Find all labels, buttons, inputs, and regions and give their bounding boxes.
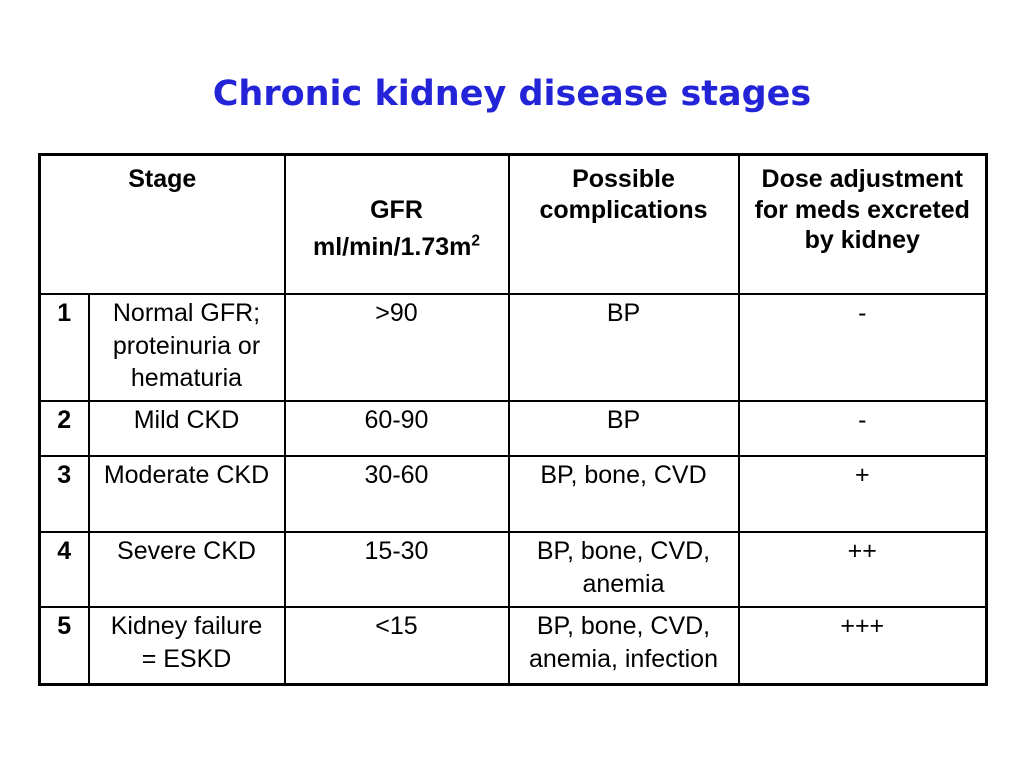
header-stage: Stage: [38, 153, 286, 295]
stage-description: Moderate CKD: [87, 455, 286, 533]
header-dose-adjustment: Dose adjustment for meds excreted by kid…: [737, 153, 988, 295]
header-gfr-line1: GFR: [370, 195, 423, 224]
stage-number: 2: [38, 400, 90, 457]
gfr-value: <15: [283, 606, 510, 685]
header-gfr-line2: ml/min/1.73m2: [312, 232, 481, 261]
slide-title: Chronic kidney disease stages: [212, 74, 812, 114]
stage-number: 3: [38, 455, 90, 533]
complications-value: BP: [507, 293, 740, 402]
table-row-stage-3: 3 Moderate CKD 30-60 BP, bone, CVD +: [38, 455, 988, 533]
table-row-stage-4: 4 Severe CKD 15-30 BP, bone, CVD, anemia…: [38, 531, 988, 608]
stage-number: 4: [38, 531, 90, 608]
table-header-row: Stage GFR ml/min/1.73m2 Possible complic…: [38, 153, 988, 295]
ckd-stages-table: Stage GFR ml/min/1.73m2 Possible complic…: [38, 153, 988, 686]
complications-value: BP, bone, CVD: [507, 455, 740, 533]
complications-value: BP, bone, CVD, anemia, infection: [507, 606, 740, 685]
stage-number: 1: [38, 293, 90, 402]
dose-adjustment-value: -: [737, 400, 988, 457]
table-row-stage-5: 5 Kidney failure = ESKD <15 BP, bone, CV…: [38, 606, 988, 685]
dose-adjustment-value: +++: [737, 606, 988, 685]
gfr-value: 60-90: [283, 400, 510, 457]
dose-adjustment-value: ++: [737, 531, 988, 608]
stage-number: 5: [38, 606, 90, 685]
complications-value: BP: [507, 400, 740, 457]
gfr-superscript: 2: [471, 232, 481, 250]
header-complications: Possible complications: [507, 153, 740, 295]
dose-adjustment-value: -: [737, 293, 988, 402]
table-row-stage-1: 1 Normal GFR; proteinuria or hematuria >…: [38, 293, 988, 402]
gfr-value: 15-30: [283, 531, 510, 608]
stage-description: Normal GFR; proteinuria or hematuria: [87, 293, 286, 402]
stage-description: Kidney failure = ESKD: [87, 606, 286, 685]
stage-description: Severe CKD: [87, 531, 286, 608]
complications-value: BP, bone, CVD, anemia: [507, 531, 740, 608]
header-gfr: GFR ml/min/1.73m2: [283, 153, 510, 295]
gfr-value: >90: [283, 293, 510, 402]
gfr-value: 30-60: [283, 455, 510, 533]
table-row-stage-2: 2 Mild CKD 60-90 BP -: [38, 400, 988, 457]
dose-adjustment-value: +: [737, 455, 988, 533]
stage-description: Mild CKD: [87, 400, 286, 457]
